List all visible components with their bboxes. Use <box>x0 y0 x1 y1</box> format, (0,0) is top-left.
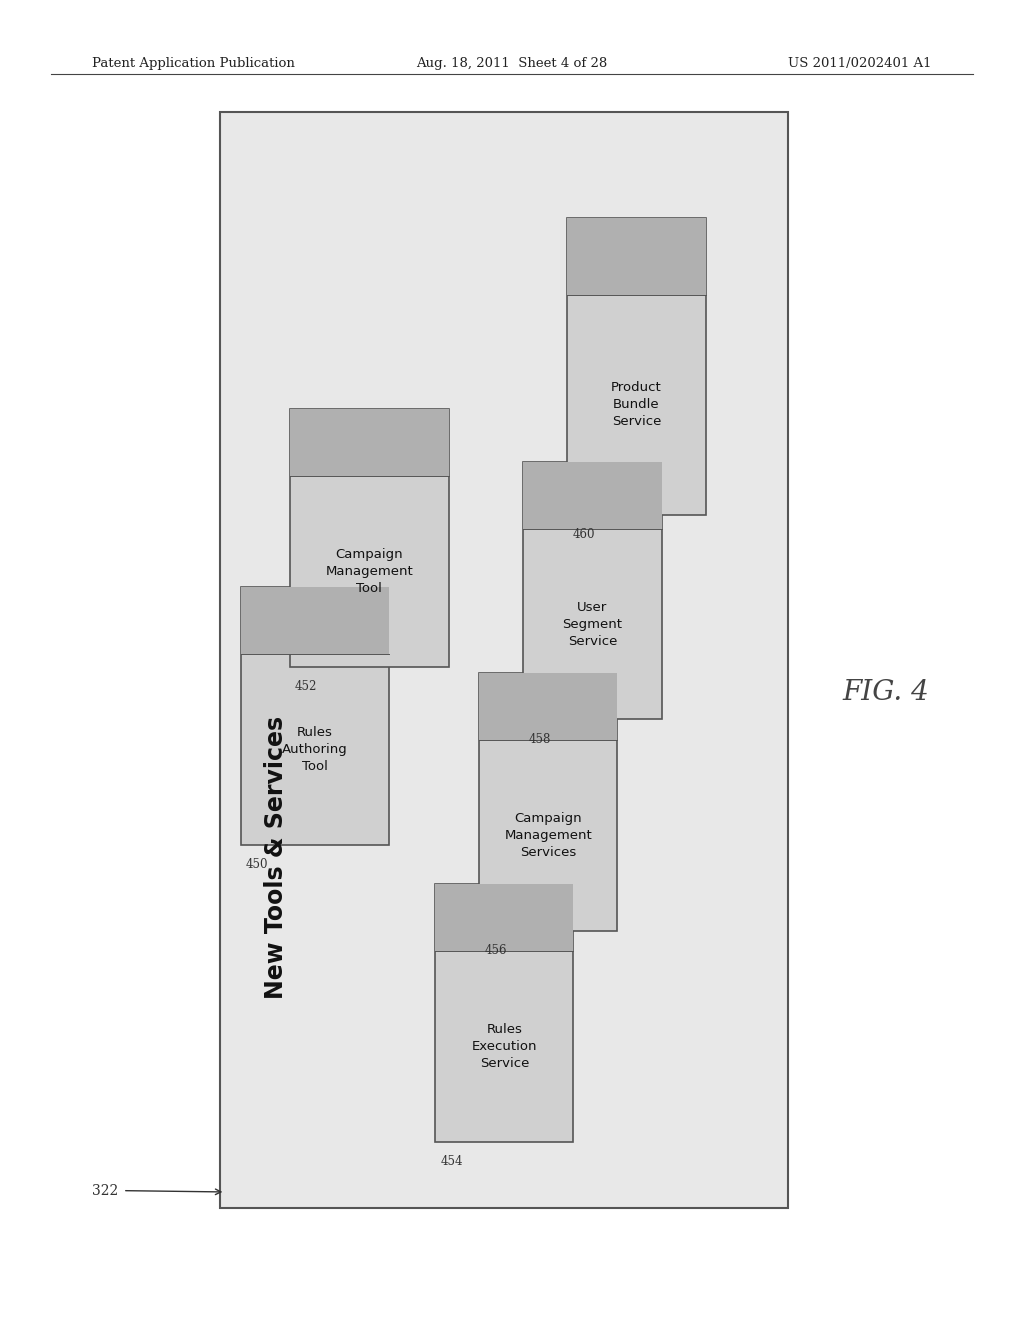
Bar <box>435 884 573 952</box>
Text: US 2011/0202401 A1: US 2011/0202401 A1 <box>788 57 932 70</box>
Text: FIG. 4: FIG. 4 <box>843 680 929 706</box>
Text: Rules
Execution
Service: Rules Execution Service <box>472 1023 537 1071</box>
Text: 458: 458 <box>528 733 551 746</box>
Bar <box>241 587 389 655</box>
Text: Rules
Authoring
Tool: Rules Authoring Tool <box>282 726 348 774</box>
Bar <box>220 112 788 1208</box>
Text: Campaign
Management
Services: Campaign Management Services <box>505 812 592 859</box>
Bar <box>479 673 617 931</box>
Text: 452: 452 <box>295 680 317 693</box>
Text: 460: 460 <box>572 528 595 541</box>
Text: New Tools & Services: New Tools & Services <box>264 715 289 999</box>
Text: 450: 450 <box>246 858 268 871</box>
Text: 456: 456 <box>484 944 507 957</box>
Bar <box>435 884 573 1142</box>
Bar <box>567 218 706 515</box>
Text: User
Segment
Service: User Segment Service <box>562 601 623 648</box>
Bar <box>241 587 389 845</box>
Text: Product
Bundle
Service: Product Bundle Service <box>611 381 662 429</box>
Bar <box>523 462 662 529</box>
Bar <box>523 462 662 719</box>
Text: Campaign
Management
Tool: Campaign Management Tool <box>326 548 413 595</box>
Text: 454: 454 <box>440 1155 463 1168</box>
Text: 322: 322 <box>91 1184 118 1197</box>
Text: Patent Application Publication: Patent Application Publication <box>92 57 295 70</box>
Bar <box>567 218 706 296</box>
Bar <box>290 409 449 477</box>
Text: Aug. 18, 2011  Sheet 4 of 28: Aug. 18, 2011 Sheet 4 of 28 <box>417 57 607 70</box>
Bar <box>290 409 449 667</box>
Bar <box>479 673 617 741</box>
